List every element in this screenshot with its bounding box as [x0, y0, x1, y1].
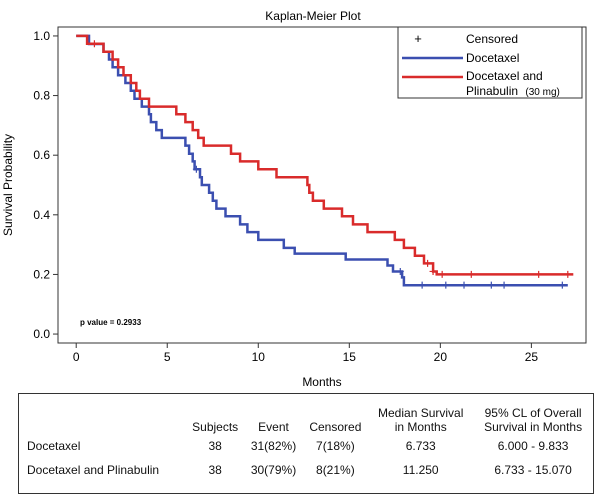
p-value-annotation: p value = 0.2933: [80, 318, 142, 327]
summary-cell: 38: [208, 463, 222, 477]
summary-body: Docetaxel 38 31(82%) 7(18%) 6.733 6.000 - 9.8…: [19, 434, 593, 482]
censor-mark: [558, 281, 566, 289]
plinabulin-curve: [76, 34, 574, 276]
summary-row-label: Docetaxel: [27, 439, 81, 453]
legend-box: [397, 26, 583, 99]
summary-cell: 6.733 - 15.070: [494, 463, 572, 477]
summary-header-row: Subjects Event Censored Median Survival in M…: [19, 394, 593, 434]
summary-cell: 6.000 - 9.833: [497, 439, 569, 453]
legend-censored-label: Censored: [466, 32, 518, 46]
censor-mark: [424, 259, 432, 267]
chart-title: Kaplan-Meier Plot: [265, 9, 361, 23]
summary-header-cell: Event: [258, 420, 289, 434]
censor-mark: [90, 40, 98, 48]
legend-plinabulin-line2: Plinabulin: [466, 84, 518, 98]
summary-table: Subjects Event Censored Median Survival in M…: [18, 393, 594, 494]
x-tick-label: 25: [525, 350, 539, 364]
y-axis: 0.0 0.2 0.4 0.6 0.8 1.0: [33, 29, 58, 341]
censor-mark: [192, 165, 200, 173]
summary-header-cell: [19, 394, 186, 434]
x-tick-label: 15: [343, 350, 357, 364]
x-axis: 0 5 10 15 20 25: [73, 343, 539, 364]
x-tick-label: 20: [434, 350, 448, 364]
summary-cell: 6.733: [405, 439, 436, 453]
legend-plinabulin-line1: Docetaxel and: [466, 69, 543, 83]
km-plot: Kaplan-Meier Plot 0 5 10 15 20 25 0.00.20.40.…: [1, 9, 587, 389]
censor-mark: [487, 281, 495, 289]
x-axis-label: Months: [302, 375, 341, 389]
x-tick-label: 10: [252, 350, 266, 364]
y-tick-label: 0.6: [33, 148, 50, 162]
legend-censored-symbol: +: [414, 31, 422, 46]
y-tick-label: 0.8: [33, 89, 50, 103]
summary-cell: 31(82%): [250, 439, 297, 453]
y-tick-label: 0.0: [33, 327, 50, 341]
x-tick-label: 5: [164, 350, 171, 364]
censor-mark: [418, 281, 426, 289]
censor-mark: [429, 267, 437, 275]
y-axis-label: Survival Probability: [1, 134, 15, 236]
legend: + Censored Docetaxel Docetaxel and Plina…: [397, 26, 583, 99]
censor-mark: [535, 270, 543, 278]
censor-mark: [564, 270, 572, 278]
summary-header-cell: Median Survival in Months: [378, 406, 464, 434]
summary-row: Docetaxel and Plinabulin 38 30(79%) 8(21%) 1…: [19, 458, 593, 482]
summary-cell: 7(18%): [316, 439, 355, 453]
x-tick-label: 0: [73, 350, 80, 364]
summary-cell: 8(21%): [316, 463, 355, 477]
y-tick-label: 0.2: [33, 267, 50, 281]
summary-header-cell: Censored: [309, 420, 362, 434]
censor-mark: [396, 267, 404, 275]
summary-cell: 11.250: [402, 463, 439, 477]
survival-curves: [76, 34, 574, 289]
plot-frame: [57, 26, 587, 344]
legend-docetaxel-label: Docetaxel: [466, 51, 519, 65]
summary-row-label: Docetaxel and Plinabulin: [27, 463, 160, 477]
legend-plinabulin-label: Docetaxel and Plinabulin (30 mg): [466, 69, 560, 98]
summary-header-cell: Subjects: [192, 420, 239, 434]
censor-mark: [438, 270, 446, 278]
censor-mark: [467, 270, 475, 278]
censor-mark: [500, 281, 508, 289]
censor-mark: [460, 281, 468, 289]
summary-header-cell: 95% CL of Overall Survival in Months: [484, 406, 583, 434]
censor-mark: [442, 281, 450, 289]
summary-row: Docetaxel 38 31(82%) 7(18%) 6.733 6.000 - 9.8…: [19, 434, 593, 458]
y-tick-label: 0.4: [33, 208, 50, 222]
summary-cell: 38: [208, 439, 222, 453]
y-tick-label: 1.0: [33, 29, 50, 43]
summary-cell: 30(79%): [250, 463, 297, 477]
legend-plinabulin-dose: (30 mg): [525, 87, 559, 98]
